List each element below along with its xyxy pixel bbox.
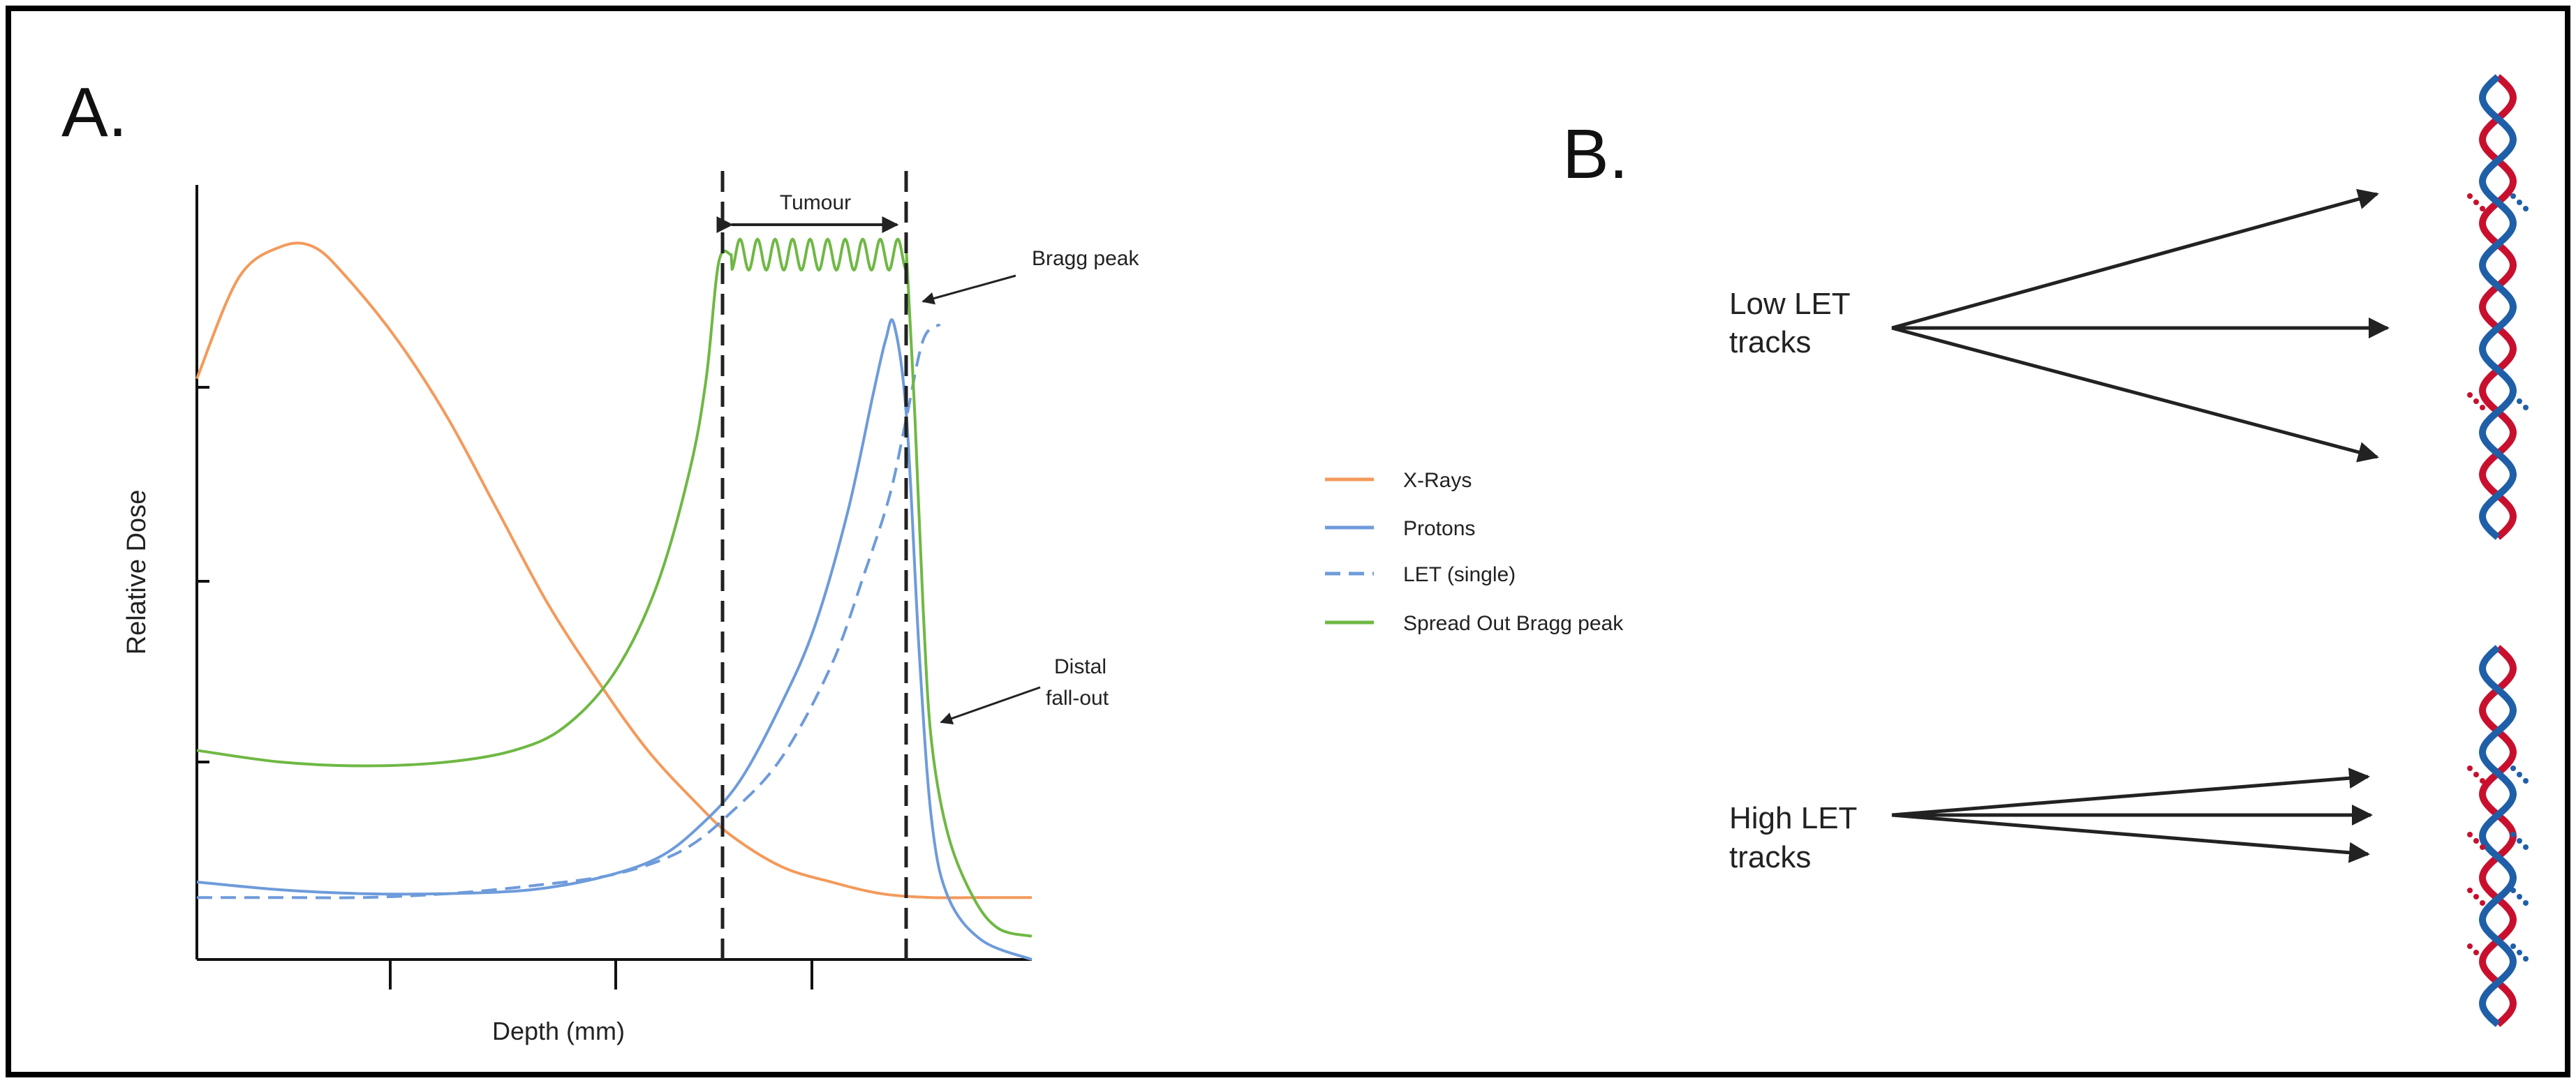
- dna-helix-upper: [2467, 74, 2529, 540]
- dna-break-fragment: [2510, 765, 2516, 771]
- panel-a-label: A.: [61, 73, 127, 151]
- dna-strand-blue: [2478, 74, 2517, 540]
- legend-label-xrays: X-Rays: [1403, 469, 1472, 492]
- dna-helix-lower: [2467, 645, 2529, 1027]
- dna-break-fragment: [2523, 778, 2529, 784]
- dna-break-fragment: [2480, 844, 2485, 850]
- dna-break-fragment: [2467, 888, 2473, 893]
- dna-break-fragment: [2480, 405, 2485, 410]
- tumour-label: Tumour: [780, 191, 851, 214]
- dna-break-fragment: [2517, 838, 2522, 844]
- dna-strand-blue: [2478, 645, 2517, 1027]
- high-let-track-arrow: [1891, 768, 2370, 817]
- dna-break-fragment: [2480, 778, 2485, 784]
- legend-label-sobp: Spread Out Bragg peak: [1403, 612, 1624, 635]
- dna-break-fragment: [2473, 950, 2479, 955]
- dna-break-fragment: [2523, 844, 2529, 850]
- dna-break-fragment: [2510, 888, 2516, 893]
- dna-break-fragment: [2480, 206, 2485, 211]
- dna-break-fragment: [2473, 200, 2479, 205]
- legend-label-let: LET (single): [1403, 563, 1516, 586]
- dna-break-fragment: [2517, 950, 2522, 955]
- dna-break-fragment: [2517, 772, 2522, 777]
- dna-break-fragment: [2473, 772, 2479, 777]
- panel-b: B. Low LET tracks High LET tracks: [1562, 74, 2529, 1027]
- dna-break-fragment: [2467, 943, 2473, 949]
- dna-break-fragment: [2510, 392, 2516, 398]
- bragg-peak-arrow: [921, 274, 1016, 305]
- x-axis-label: Depth (mm): [492, 1017, 625, 1045]
- high-let-label-line2: tracks: [1729, 840, 1811, 874]
- dna-break-fragment: [2517, 398, 2522, 404]
- dna-break-fragment: [2467, 392, 2473, 398]
- dna-break-fragment: [2523, 956, 2529, 962]
- low-let-label: Low LET: [1729, 287, 1851, 321]
- dna-break-fragment: [2473, 398, 2479, 404]
- panel-a: A. Depth (mm) Relative Dose Tumour Bragg…: [61, 73, 1139, 1045]
- distal-fallout-annotation-line2: fall-out: [1046, 687, 1109, 710]
- legend: X-Rays Protons LET (single) Spread Out B…: [1325, 469, 1624, 635]
- series-line-x-rays: [195, 241, 1032, 899]
- dna-break-fragment: [2480, 900, 2485, 906]
- bragg-peak-annotation: Bragg peak: [1032, 247, 1139, 270]
- dna-break-fragment: [2517, 894, 2522, 899]
- dna-break-fragment: [2480, 956, 2485, 962]
- high-let-label: High LET: [1729, 801, 1857, 835]
- high-let-track-arrow: [1891, 813, 2370, 863]
- series-line-let-single: [196, 323, 941, 899]
- distal-fallout-arrow: [940, 686, 1041, 725]
- legend-label-protons: Protons: [1403, 517, 1475, 540]
- dna-break-fragment: [2467, 765, 2473, 771]
- y-axis-label: Relative Dose: [122, 490, 151, 655]
- dna-break-fragment: [2510, 193, 2516, 199]
- dna-break-fragment: [2467, 832, 2473, 837]
- dna-break-fragment: [2510, 943, 2516, 949]
- curves-group: [195, 237, 1032, 961]
- series-line-protons: [196, 318, 1032, 961]
- dna-break-fragment: [2523, 405, 2529, 410]
- distal-fallout-annotation: Distal: [1054, 655, 1106, 678]
- dna-break-fragment: [2517, 200, 2522, 205]
- dna-break-fragment: [2473, 894, 2479, 899]
- dna-break-fragment: [2473, 838, 2479, 844]
- panel-b-label: B.: [1562, 115, 1628, 193]
- low-let-track-arrow: [1891, 188, 2379, 330]
- dna-break-fragment: [2510, 832, 2516, 837]
- dna-break-fragment: [2523, 206, 2529, 211]
- dna-strand-red: [2478, 74, 2517, 540]
- low-let-label-line2: tracks: [1729, 325, 1811, 359]
- low-let-track-arrow: [1891, 326, 2379, 463]
- figure-frame: [6, 6, 2570, 1077]
- series-line-spread-out-bragg-peak: [196, 237, 1032, 938]
- dna-break-fragment: [2467, 193, 2473, 199]
- dna-break-fragment: [2523, 900, 2529, 906]
